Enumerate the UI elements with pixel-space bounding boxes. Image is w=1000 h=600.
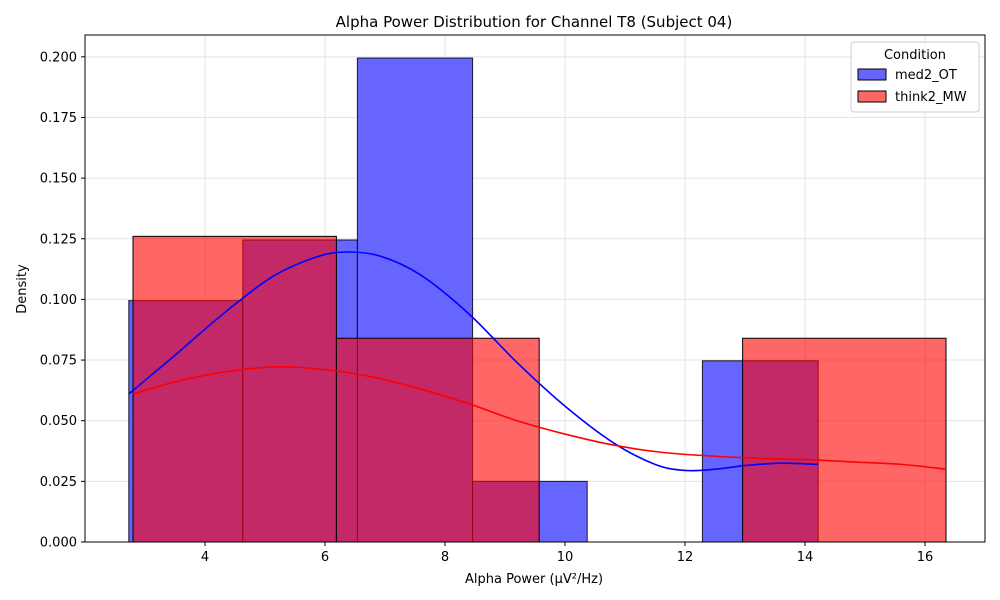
x-axis-label: Alpha Power (µV²/Hz) — [465, 572, 603, 587]
y-tick-label: 0.000 — [40, 536, 77, 551]
legend-swatch-think2-mw — [857, 90, 887, 103]
think2-mw-bar — [335, 337, 540, 543]
legend-label-med2-ot: med2_OT — [895, 68, 957, 83]
x-tick-label: 12 — [677, 550, 694, 565]
legend-swatch-med2-ot — [857, 68, 887, 81]
think2-mw-kde-line — [132, 365, 947, 471]
kde-curves — [128, 251, 947, 472]
chart-title: Alpha Power Distribution for Channel T8 … — [336, 13, 733, 31]
legend-label-think2-mw: think2_MW — [895, 90, 967, 105]
y-tick-label: 0.175 — [40, 111, 77, 126]
x-tick-label: 4 — [201, 550, 209, 565]
y-axis-ticks: 0.000 0.025 0.050 0.075 0.100 0.125 0.150 0.175… — [40, 50, 85, 551]
think2-mw-bar — [132, 235, 337, 543]
y-tick-label: 0.125 — [40, 232, 77, 247]
legend: Condition med2_OT think2_MW — [850, 41, 980, 113]
med2-ot-kde-line — [128, 251, 819, 472]
x-tick-label: 8 — [441, 550, 449, 565]
x-tick-label: 10 — [557, 550, 574, 565]
y-tick-label: 0.050 — [40, 414, 77, 429]
x-tick-label: 16 — [917, 550, 934, 565]
think2-mw-bar — [742, 337, 947, 543]
y-tick-label: 0.150 — [40, 172, 77, 187]
y-tick-label: 0.200 — [40, 50, 77, 65]
x-axis-ticks: 4 6 8 10 12 14 16 — [201, 542, 933, 565]
plot-frame — [84, 34, 986, 543]
y-tick-label: 0.025 — [40, 475, 77, 490]
y-axis-label: Density — [15, 264, 30, 314]
x-tick-label: 14 — [797, 550, 814, 565]
think2-mw-bars — [132, 235, 947, 543]
y-tick-label: 0.075 — [40, 354, 77, 369]
legend-title: Condition — [884, 48, 946, 63]
x-tick-label: 6 — [321, 550, 329, 565]
y-tick-label: 0.100 — [40, 293, 77, 308]
